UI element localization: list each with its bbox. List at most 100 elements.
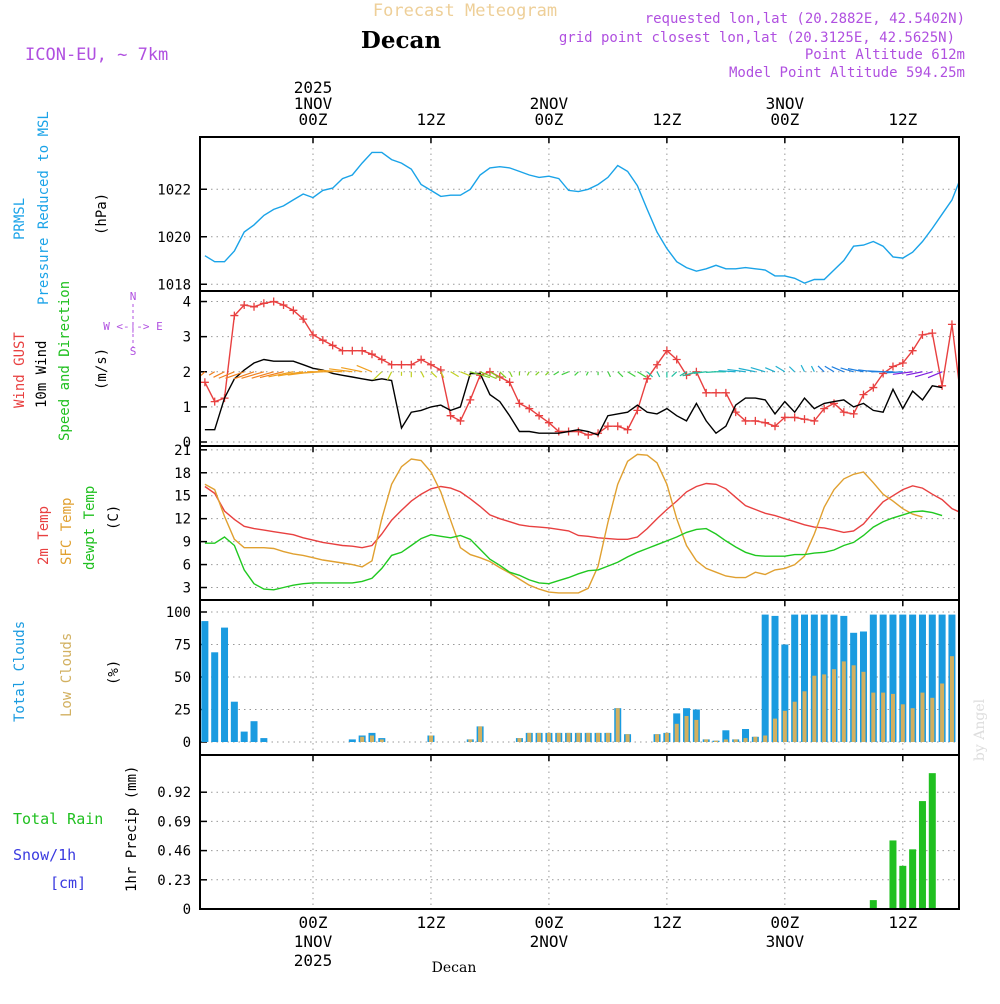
low-cloud-bar [527, 732, 532, 742]
low-cloud-bar [478, 726, 483, 742]
top-time-label: 12Z [888, 110, 917, 129]
low-cloud-bar [360, 736, 365, 742]
low-cloud-bar [684, 716, 689, 742]
wind-arrow [440, 371, 445, 379]
wind-arrow [627, 371, 636, 378]
y-tick-label: 6 [183, 558, 191, 574]
dewpt-label: dewpt Temp [82, 486, 98, 570]
gust-marker [810, 416, 819, 425]
precip-panel: 0 0.23 0.46 0.69 0.92 [157, 754, 960, 918]
wind-arrow [892, 371, 913, 375]
wind-arrow [607, 371, 611, 378]
cloud-unit-label: (%) [106, 660, 122, 685]
low-cloud-bar [763, 735, 768, 742]
gust-marker [574, 427, 583, 436]
low-cloud-bar [615, 708, 620, 742]
temp2m-label: 2m Temp [36, 506, 52, 565]
gust-marker [692, 367, 701, 376]
snow-label: Snow/1h [13, 846, 76, 864]
total-cloud-bar [899, 614, 907, 742]
gust-marker [397, 360, 406, 369]
gust-marker [367, 350, 376, 359]
wind-arrow [450, 371, 459, 378]
y-tick-label: 0.69 [157, 814, 191, 830]
rain-bar [928, 773, 936, 909]
y-tick-label: 2 [183, 365, 191, 381]
y-tick-label: 0.92 [157, 785, 191, 801]
y-tick-label: 0 [183, 902, 191, 918]
bottom-time-label: 2025 [294, 951, 333, 970]
total-cloud-bar [781, 644, 789, 742]
precip-labels: Total Rain Snow/1h [cm] 1hr Precip (mm) [13, 766, 140, 892]
low-cloud-bar [831, 669, 836, 742]
gust-marker [279, 301, 288, 310]
gust-marker [672, 355, 681, 364]
wind-arrow [637, 371, 647, 378]
wind-arrow [824, 365, 835, 373]
gust-marker [898, 358, 907, 367]
gust-marker [662, 346, 671, 355]
total-cloud-bar [889, 614, 897, 742]
wind-arrow [800, 364, 806, 373]
temperature-panel: 3 6 9 12 15 18 21 [174, 443, 960, 601]
total-cloud-bar [761, 614, 769, 742]
requested-coords: requested lon,lat (20.2882E, 42.5402N) [645, 11, 965, 27]
low-cloud-bar [753, 736, 758, 742]
snow-unit-label: [cm] [50, 874, 86, 892]
total-rain-label: Total Rain [13, 810, 103, 828]
wind-arrow [251, 371, 274, 379]
bottom-time-label: 1NOV [294, 932, 333, 951]
y-tick-label: 18 [174, 466, 191, 482]
wind-arrow [847, 368, 864, 373]
panel-frame [199, 445, 960, 601]
y-tick-label: 4 [183, 295, 191, 311]
total-cloud-bar [250, 721, 258, 742]
gust-marker [771, 422, 780, 431]
gust-marker [938, 381, 947, 390]
wind-arrow [906, 371, 923, 376]
wind-arrow [788, 366, 796, 373]
low-cloud-bar [851, 665, 856, 742]
total-cloud-bar [869, 614, 877, 742]
low-cloud-bar [556, 732, 561, 742]
low-cloud-bar [428, 735, 433, 742]
prmsl-label: PRMSL [12, 198, 28, 240]
wind-10m-label: 10m Wind [34, 341, 50, 408]
gust-marker [584, 430, 593, 439]
series-line [204, 151, 960, 284]
gust-marker [338, 346, 347, 355]
pressure-panel: 1018 1020 1022 [157, 136, 960, 293]
gust-marker [505, 378, 514, 387]
grid-point-coords: grid point closest lon,lat (20.3125E, 42… [559, 30, 955, 46]
low-cloud-bar [841, 661, 846, 742]
wind-arrow [373, 371, 383, 381]
gust-marker [928, 329, 937, 338]
gust-label: Wind GUST [12, 332, 28, 408]
low-clouds-label: Low Clouds [59, 633, 75, 717]
wind-arrow [460, 371, 472, 377]
low-cloud-bar [664, 732, 669, 742]
gust-marker [200, 378, 209, 387]
y-tick-label: 50 [174, 670, 191, 686]
y-tick-label: 3 [183, 581, 191, 597]
low-cloud-bar [861, 671, 866, 742]
top-time-label: 2NOV [530, 94, 569, 113]
low-cloud-bar [704, 739, 709, 742]
model-altitude: Model Point Altitude 594.25m [729, 65, 965, 81]
low-cloud-bar [782, 710, 787, 742]
compass-west-east: W <-|-> E [103, 320, 163, 333]
total-clouds-label: Total Clouds [12, 621, 28, 722]
wind-unit-label: (m/s) [94, 348, 110, 390]
bottom-time-label: 2NOV [530, 932, 569, 951]
footer-place: Decan [432, 960, 477, 976]
wind-arrow [356, 364, 373, 373]
wind-arrow [810, 365, 815, 373]
gust-marker [603, 422, 612, 431]
total-cloud-bar [240, 731, 248, 742]
y-tick-label: 3 [183, 330, 191, 346]
wind-arrow [489, 371, 501, 379]
compass-north: N [130, 289, 137, 302]
top-time-label: 1NOV [294, 94, 333, 113]
wind-arrow [840, 367, 854, 373]
